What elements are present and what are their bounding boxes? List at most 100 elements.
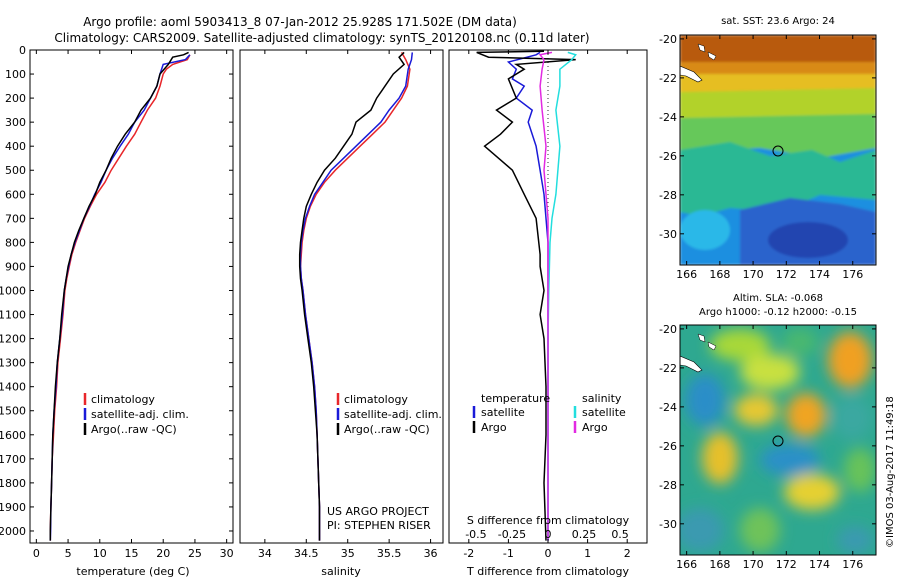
lon-tick-label: 174 bbox=[809, 558, 830, 571]
x-tick-label: 20 bbox=[156, 547, 170, 560]
y-tick-label: 200 bbox=[5, 92, 26, 105]
lon-tick-label: 172 bbox=[776, 268, 797, 281]
sst-field bbox=[680, 35, 876, 265]
sla-map-subtitle: Argo h1000: -0.12 h2000: -0.15 bbox=[699, 307, 857, 318]
temperature-axis-ticks: 0 5 10 15 20 25 30 bbox=[33, 50, 234, 560]
legend-label-argo: Argo(..raw -QC) bbox=[344, 423, 430, 436]
sla-blob bbox=[784, 474, 840, 510]
header-line1: Argo profile: aoml 5903413_8 07-Jan-2012… bbox=[83, 15, 517, 29]
lat-tick-label: -28 bbox=[659, 189, 677, 202]
x-tick-label: 15 bbox=[125, 547, 139, 560]
legend-label-climatology: climatology bbox=[344, 393, 408, 406]
lon-tick-label: 176 bbox=[842, 558, 863, 571]
difference-legend: temperature salinity satellite Argo sate… bbox=[472, 392, 626, 434]
x-tick-label: 34 bbox=[258, 547, 272, 560]
lon-tick-label: 174 bbox=[809, 268, 830, 281]
series-line-temperature-argo bbox=[476, 50, 576, 541]
lat-tick-label: -20 bbox=[659, 323, 677, 336]
sst-light-spot bbox=[680, 210, 730, 250]
lat-tick-label: -20 bbox=[659, 33, 677, 46]
sla-blob bbox=[702, 432, 738, 484]
s-tick-label: -0.25 bbox=[498, 528, 526, 541]
temperature-lines bbox=[49, 51, 191, 541]
land-new-caledonia bbox=[680, 355, 703, 373]
sla-blob bbox=[685, 374, 725, 426]
lon-tick-label: 166 bbox=[676, 558, 697, 571]
lat-tick-label: -30 bbox=[659, 228, 677, 241]
legend-label-argo: Argo(..raw -QC) bbox=[91, 423, 177, 436]
land-vanuatu bbox=[697, 43, 717, 61]
salinity-axis-ticks: 34 34.5 35 35.5 36 bbox=[258, 50, 438, 560]
sla-blob bbox=[760, 444, 820, 476]
s-tick-label: -0.5 bbox=[465, 528, 486, 541]
t-difference-axis-ticks: -2 -1 0 1 2 bbox=[463, 50, 631, 560]
x-tick-label: 36 bbox=[424, 547, 438, 560]
sla-blob bbox=[680, 508, 724, 552]
temperature-frame bbox=[29, 49, 234, 544]
sst-cool-spot bbox=[768, 222, 848, 258]
y-tick-label: 1200 bbox=[0, 333, 26, 346]
x-tick-label: 2 bbox=[624, 547, 631, 560]
sla-blob bbox=[740, 354, 800, 390]
project-label: US ARGO PROJECT bbox=[327, 505, 429, 518]
argo-location-marker bbox=[772, 435, 784, 447]
lon-tick-label: 172 bbox=[776, 558, 797, 571]
y-tick-label: 500 bbox=[5, 164, 26, 177]
y-tick-label: 1300 bbox=[0, 357, 26, 370]
sst-map-ticks: 166 168 170 172 174 176 -20 -22 -24 -26 -28 -30 bbox=[659, 33, 876, 281]
y-tick-label: 300 bbox=[5, 116, 26, 129]
lat-tick-label: -26 bbox=[659, 150, 677, 163]
sst-map-title: sat. SST: 23.6 Argo: 24 bbox=[721, 16, 835, 27]
sla-map-title: Altim. SLA: -0.068 bbox=[733, 293, 823, 304]
legend-label-climatology: climatology bbox=[91, 393, 155, 406]
s-tick-label: 0.5 bbox=[611, 528, 629, 541]
x-tick-label: -1 bbox=[503, 547, 514, 560]
y-tick-label: 1400 bbox=[0, 381, 26, 394]
y-tick-label: 0 bbox=[19, 44, 26, 57]
s-tick-label: 0 bbox=[545, 528, 552, 541]
lon-tick-label: 168 bbox=[709, 558, 730, 571]
y-tick-label: 400 bbox=[5, 140, 26, 153]
series-line-climatology bbox=[49, 54, 191, 541]
sla-blob bbox=[832, 396, 872, 440]
t-difference-xlabel: T difference from climatology bbox=[466, 565, 629, 578]
x-tick-label: 1 bbox=[584, 547, 591, 560]
lon-tick-label: 176 bbox=[842, 268, 863, 281]
series-line-argo-raw-qc- bbox=[49, 51, 189, 541]
temperature-panel: 0100200300400500600700800900100011001200… bbox=[0, 44, 234, 578]
sla-map-panel: Altim. SLA: -0.068 Argo h1000: -0.12 h20… bbox=[659, 293, 877, 571]
series-line-salinity-satellite bbox=[547, 51, 577, 541]
s-tick-label: 0.25 bbox=[572, 528, 597, 541]
sla-blob bbox=[844, 448, 876, 492]
sla-blob bbox=[710, 329, 770, 361]
lat-tick-label: -28 bbox=[659, 479, 677, 492]
pi-label: PI: STEPHEN RISER bbox=[327, 519, 431, 532]
x-tick-label: 10 bbox=[93, 547, 107, 560]
sla-blob bbox=[786, 393, 826, 437]
salinity-legend: climatology satellite-adj. clim. Argo(..… bbox=[336, 393, 442, 436]
series-line-salinity-argo bbox=[538, 51, 553, 541]
x-tick-label: 35.5 bbox=[377, 547, 402, 560]
y-tick-label: 700 bbox=[5, 212, 26, 225]
salinity-xlabel: salinity bbox=[321, 565, 361, 578]
y-tick-label: 100 bbox=[5, 68, 26, 81]
s-difference-axis-ticks: -0.5 -0.25 0 0.25 0.5 bbox=[465, 528, 629, 541]
legend-label-t-satellite: satellite bbox=[481, 406, 525, 419]
x-tick-label: 25 bbox=[188, 547, 202, 560]
sst-map-frame bbox=[679, 34, 877, 266]
salinity-panel: 34 34.5 35 35.5 36 salinity climatology sate… bbox=[239, 49, 444, 578]
difference-panel: -2 -1 0 1 2 -0.5 -0.25 0 0.25 0.5 S difference f… bbox=[448, 49, 648, 578]
x-tick-label: 34.5 bbox=[294, 547, 319, 560]
x-tick-label: 30 bbox=[220, 547, 234, 560]
y-tick-label: 1000 bbox=[0, 284, 26, 297]
header-line2: Climatology: CARS2009. Satellite-adjuste… bbox=[54, 31, 589, 45]
series-line-argo-raw-qc- bbox=[298, 51, 406, 541]
sla-field bbox=[680, 325, 876, 555]
legend-label-satellite: satellite-adj. clim. bbox=[91, 408, 189, 421]
y-tick-label: 1900 bbox=[0, 501, 26, 514]
legend-title-salinity: salinity bbox=[582, 392, 622, 405]
lat-tick-label: -30 bbox=[659, 518, 677, 531]
sst-band-teal bbox=[680, 142, 876, 216]
lat-tick-label: -22 bbox=[659, 362, 677, 375]
